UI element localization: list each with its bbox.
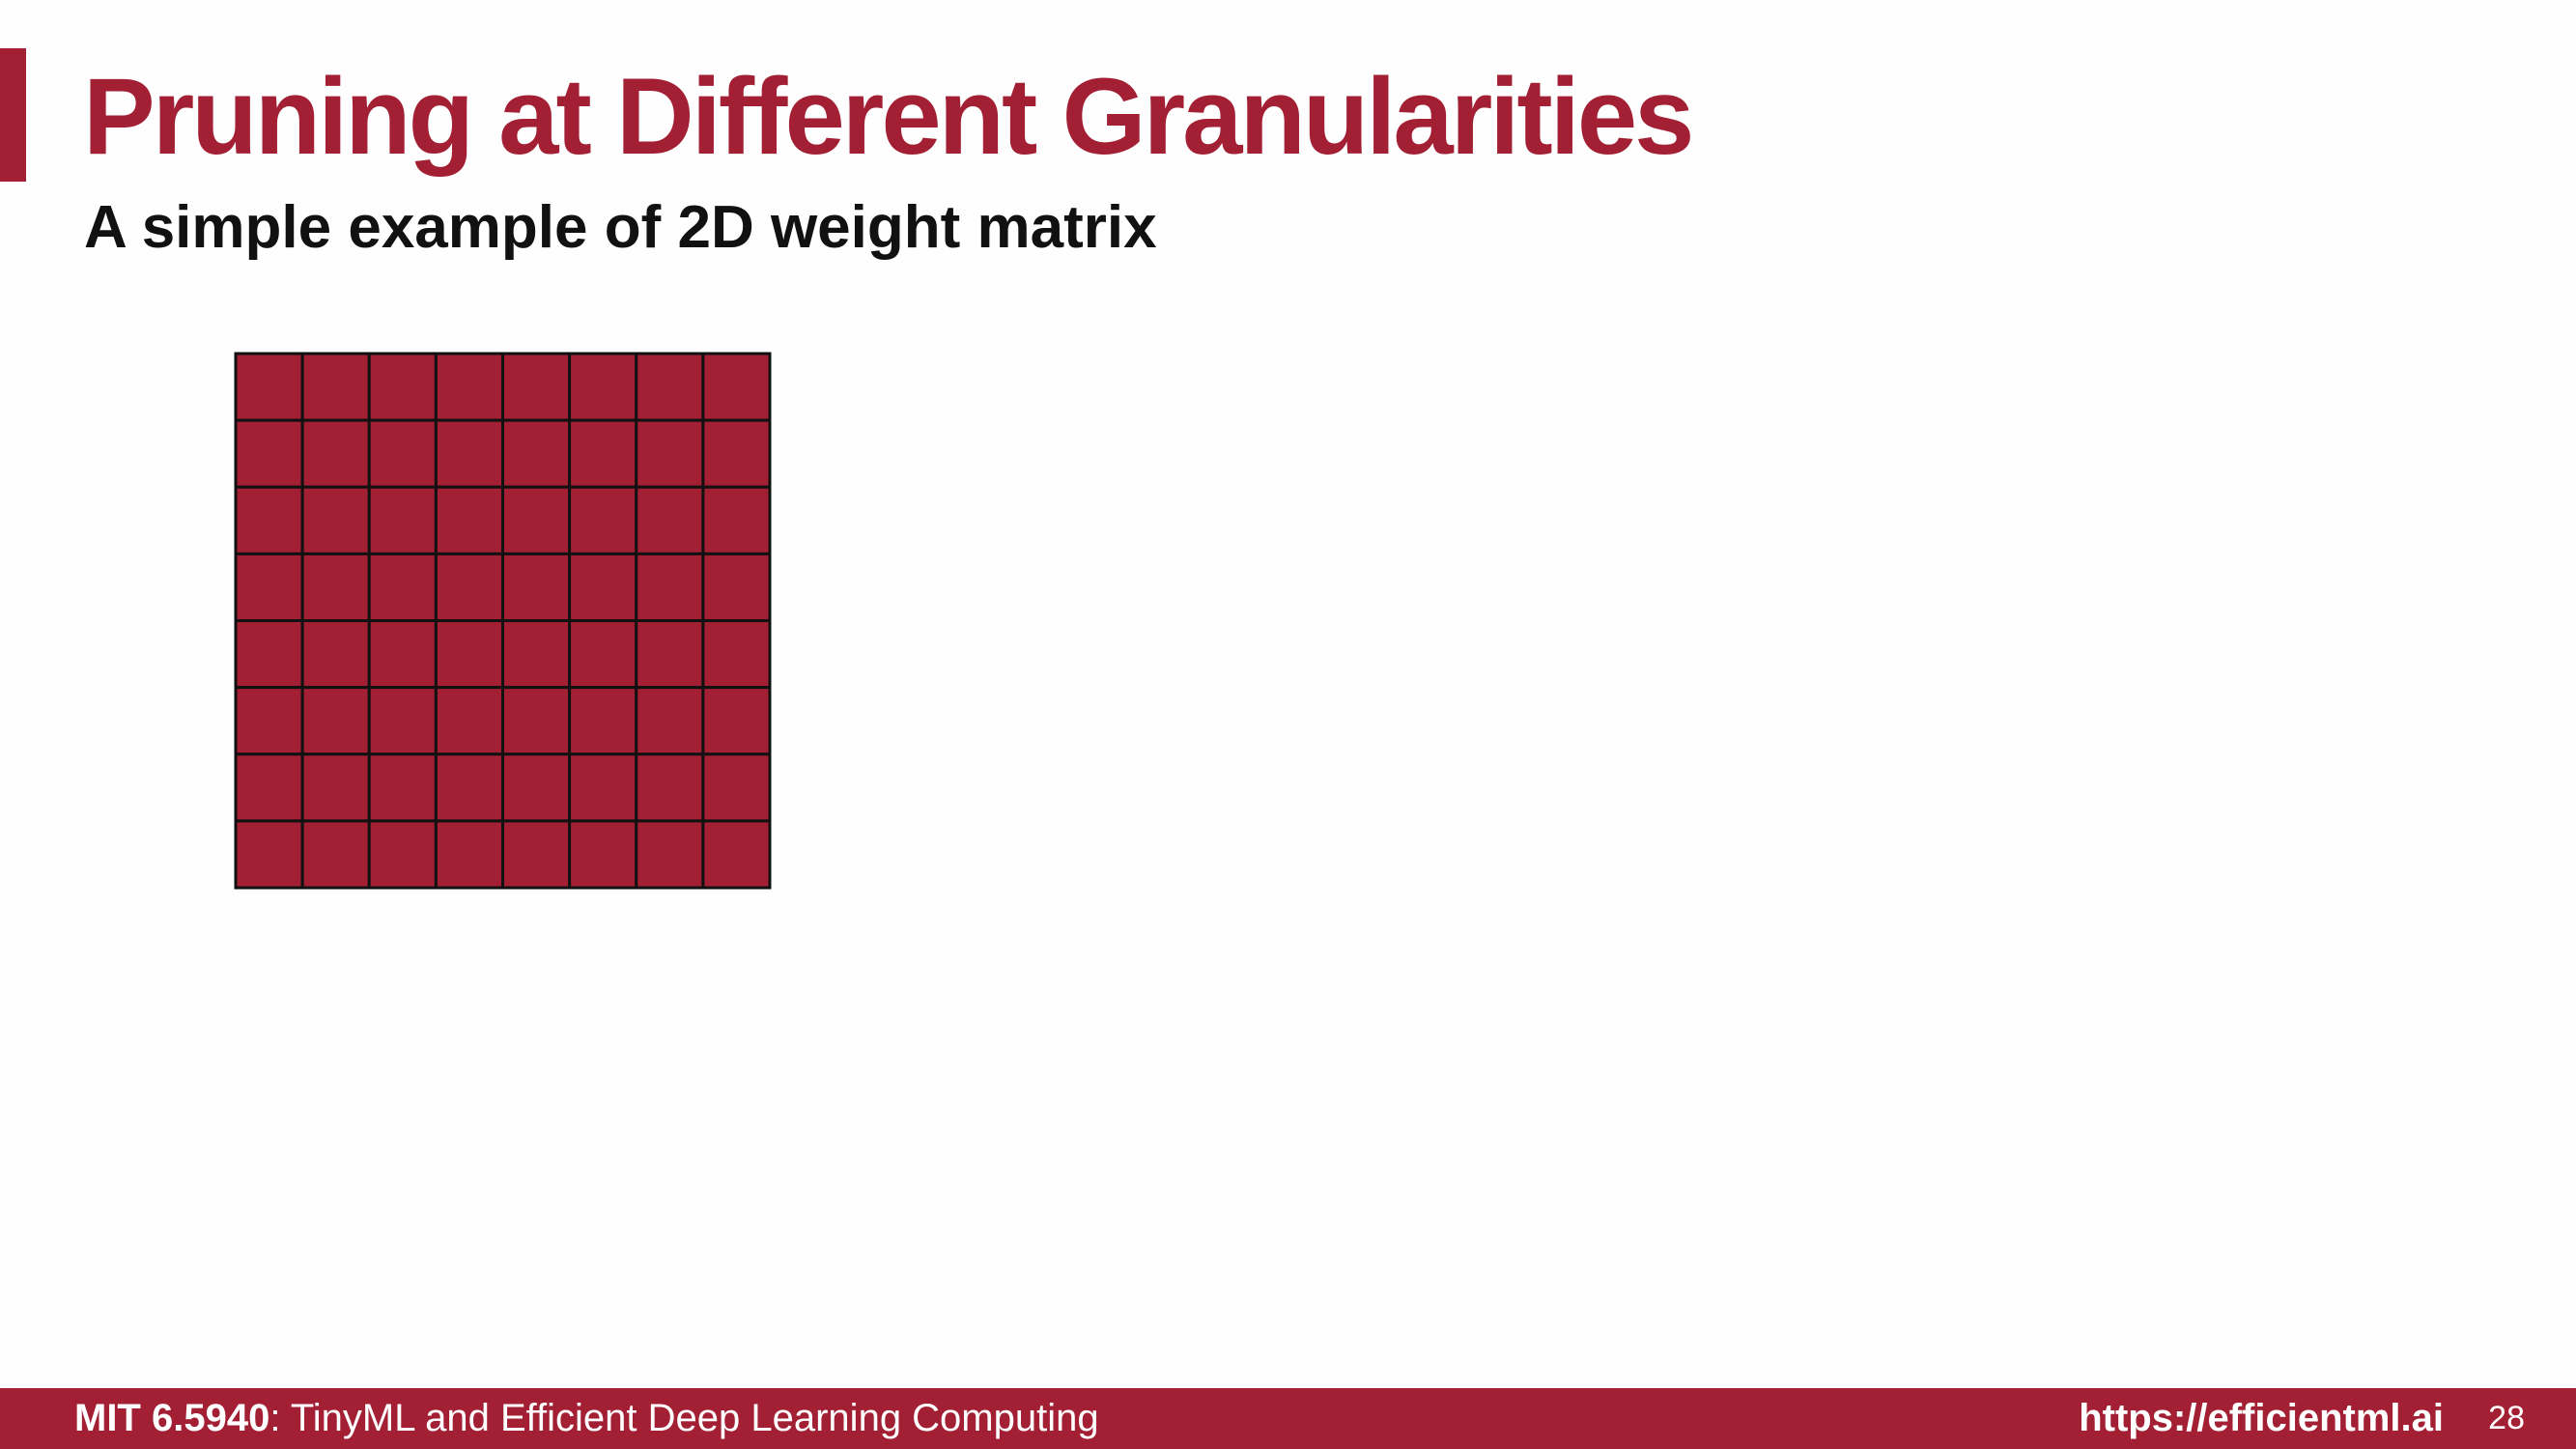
matrix-cell-r6-c2 bbox=[367, 753, 438, 823]
matrix-cell-r2-c4 bbox=[501, 485, 572, 555]
matrix-cell-r2-c7 bbox=[701, 485, 772, 555]
matrix-cell-r6-c3 bbox=[434, 753, 504, 823]
matrix-cell-r0-c6 bbox=[635, 352, 705, 422]
matrix-cell-r5-c1 bbox=[300, 686, 371, 756]
matrix-cell-r0-c1 bbox=[300, 352, 371, 422]
slide-subtitle: A simple example of 2D weight matrix bbox=[84, 194, 1157, 261]
matrix-cell-r7-c6 bbox=[635, 819, 705, 890]
matrix-cell-r5-c5 bbox=[568, 686, 638, 756]
matrix-cell-r1-c2 bbox=[367, 418, 438, 489]
matrix-cell-r7-c4 bbox=[501, 819, 572, 890]
matrix-cell-r6-c1 bbox=[300, 753, 371, 823]
matrix-cell-r3-c2 bbox=[367, 552, 438, 622]
matrix-cell-r4-c1 bbox=[300, 619, 371, 690]
matrix-cell-r5-c7 bbox=[701, 686, 772, 756]
matrix-cell-r1-c7 bbox=[701, 418, 772, 489]
matrix-cell-r7-c1 bbox=[300, 819, 371, 890]
matrix-cell-r2-c3 bbox=[434, 485, 504, 555]
matrix-cell-r7-c2 bbox=[367, 819, 438, 890]
matrix-cell-r3-c0 bbox=[234, 552, 304, 622]
matrix-cell-r0-c7 bbox=[701, 352, 772, 422]
matrix-cell-r2-c2 bbox=[367, 485, 438, 555]
matrix-cell-r1-c3 bbox=[434, 418, 504, 489]
matrix-cell-r1-c4 bbox=[501, 418, 572, 489]
matrix-cell-r3-c3 bbox=[434, 552, 504, 622]
matrix-cell-r0-c3 bbox=[434, 352, 504, 422]
matrix-cell-r5-c4 bbox=[501, 686, 572, 756]
matrix-cell-r6-c7 bbox=[701, 753, 772, 823]
matrix-cell-r3-c1 bbox=[300, 552, 371, 622]
matrix-cell-r0-c5 bbox=[568, 352, 638, 422]
matrix-cell-r3-c6 bbox=[635, 552, 705, 622]
matrix-cell-r2-c1 bbox=[300, 485, 371, 555]
matrix-cell-r4-c4 bbox=[501, 619, 572, 690]
matrix-cell-r7-c3 bbox=[434, 819, 504, 890]
matrix-cell-r1-c0 bbox=[234, 418, 304, 489]
matrix-cell-r4-c6 bbox=[635, 619, 705, 690]
matrix-cell-r2-c5 bbox=[568, 485, 638, 555]
matrix-cell-r4-c7 bbox=[701, 619, 772, 690]
matrix-cell-r1-c6 bbox=[635, 418, 705, 489]
matrix-cell-r5-c6 bbox=[635, 686, 705, 756]
matrix-cell-r2-c6 bbox=[635, 485, 705, 555]
matrix-cell-r7-c7 bbox=[701, 819, 772, 890]
matrix-cell-r6-c5 bbox=[568, 753, 638, 823]
matrix-cell-r3-c4 bbox=[501, 552, 572, 622]
matrix-cell-r7-c5 bbox=[568, 819, 638, 890]
matrix-cell-r1-c1 bbox=[300, 418, 371, 489]
matrix-cell-r7-c0 bbox=[234, 819, 304, 890]
footer-course-code: MIT 6.5940 bbox=[74, 1397, 270, 1439]
matrix-cell-r0-c4 bbox=[501, 352, 572, 422]
footer-page-number: 28 bbox=[2488, 1400, 2525, 1436]
footer-url-link[interactable]: https://efficientml.ai bbox=[2079, 1397, 2444, 1439]
matrix-cell-r4-c2 bbox=[367, 619, 438, 690]
matrix-cell-r4-c0 bbox=[234, 619, 304, 690]
matrix-cell-r0-c2 bbox=[367, 352, 438, 422]
matrix-cell-r5-c0 bbox=[234, 686, 304, 756]
matrix-cell-r4-c3 bbox=[434, 619, 504, 690]
matrix-cell-r2-c0 bbox=[234, 485, 304, 555]
title-accent-bar bbox=[0, 48, 26, 182]
matrix-cell-r6-c4 bbox=[501, 753, 572, 823]
matrix-cell-r6-c0 bbox=[234, 753, 304, 823]
matrix-cell-r1-c5 bbox=[568, 418, 638, 489]
matrix-cell-r3-c7 bbox=[701, 552, 772, 622]
footer-course-title: : TinyML and Efficient Deep Learning Com… bbox=[269, 1397, 1099, 1439]
matrix-cell-r4-c5 bbox=[568, 619, 638, 690]
matrix-cell-r5-c3 bbox=[434, 686, 504, 756]
matrix-cell-r0-c0 bbox=[234, 352, 304, 422]
footer-bar: MIT 6.5940: TinyML and Efficient Deep Le… bbox=[0, 1388, 2576, 1449]
matrix-cell-r3-c5 bbox=[568, 552, 638, 622]
slide-title: Pruning at Different Granularities bbox=[83, 56, 1694, 177]
matrix-cell-r6-c6 bbox=[635, 753, 705, 823]
footer-course: MIT 6.5940: TinyML and Efficient Deep Le… bbox=[74, 1388, 1099, 1449]
weight-matrix bbox=[234, 352, 772, 890]
matrix-cell-r5-c2 bbox=[367, 686, 438, 756]
